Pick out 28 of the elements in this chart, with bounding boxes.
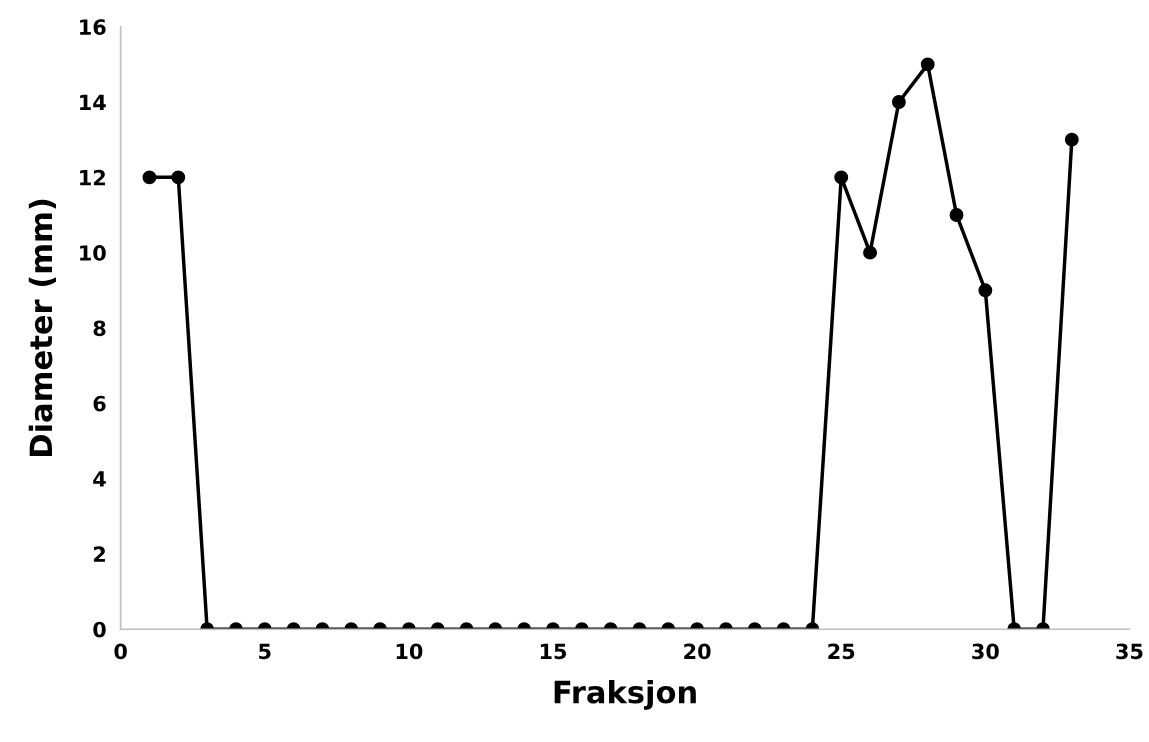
x-tick-label: 10: [396, 643, 423, 660]
point: [891, 95, 906, 109]
point: [920, 57, 935, 72]
point: [834, 170, 849, 185]
point: [978, 283, 993, 298]
y-tick-label: 10: [80, 245, 106, 261]
point: [949, 208, 964, 222]
y-tick-label: 0: [93, 621, 106, 638]
x-tick-label: 25: [828, 643, 855, 660]
x-tick-label: 0: [114, 643, 127, 660]
point: [171, 170, 186, 185]
y-tick-label: 16: [80, 19, 106, 35]
x-tick-label: 30: [972, 643, 999, 660]
point: [863, 245, 878, 260]
x-tick-label: 15: [540, 643, 567, 660]
y-tick-label: 6: [93, 395, 106, 412]
x-tick-label: 20: [684, 643, 711, 660]
y-tick-label: 2: [93, 546, 105, 562]
y-tick-label: 4: [93, 471, 106, 487]
point: [142, 170, 157, 185]
y-tick-label: 8: [93, 320, 106, 337]
x-tick-label: 5: [259, 643, 271, 660]
point: [1064, 132, 1079, 147]
x-axis-title: Fraksjon: [554, 679, 696, 710]
y-tick-label: 12: [80, 169, 105, 186]
x-tick-label: 35: [1116, 643, 1143, 660]
y-axis-title: Diameter (mm): [28, 199, 56, 456]
y-tick-label: 14: [80, 94, 106, 110]
